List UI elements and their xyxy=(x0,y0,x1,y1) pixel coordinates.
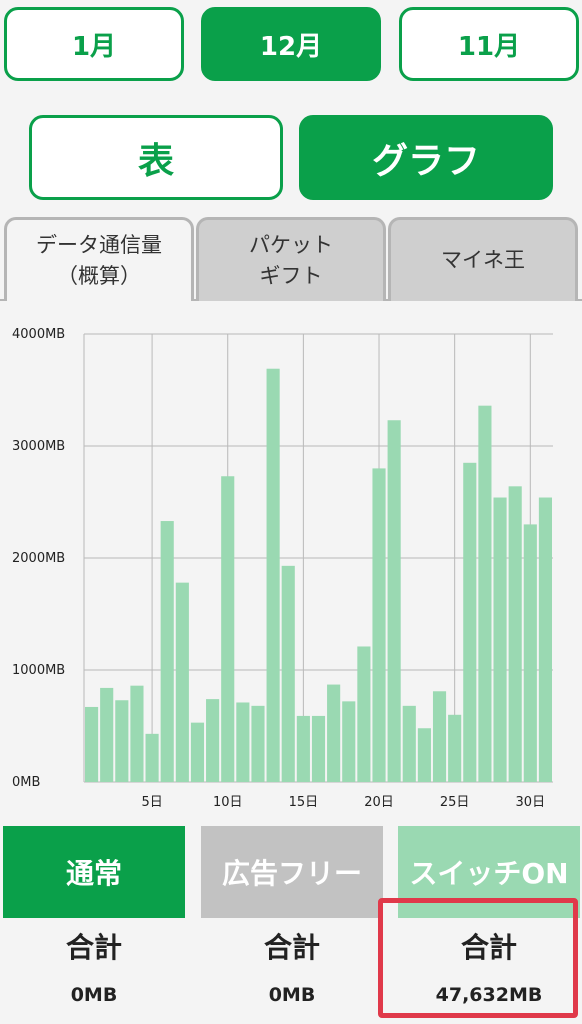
month-button-nov[interactable]: 11月 xyxy=(399,7,579,81)
month-button-jan[interactable]: 1月 xyxy=(4,7,184,81)
bar-day-9 xyxy=(206,699,220,782)
mode-normal-label: 通常 xyxy=(65,857,122,890)
bar-day-11 xyxy=(236,702,250,782)
bar-day-27 xyxy=(478,405,492,782)
x-tick-label: 30日 xyxy=(516,795,546,810)
y-tick-label: 3000MB xyxy=(12,439,65,454)
total-value-switch-on: 47,632MB xyxy=(435,984,543,1006)
x-tick-label: 25日 xyxy=(440,795,470,810)
total-value-ad-free: 0MB xyxy=(268,984,316,1006)
x-tick-label: 20日 xyxy=(364,795,394,810)
tab-data-usage[interactable]: データ通信量 （概算） xyxy=(4,217,194,301)
total-label-ad-free: 合計 xyxy=(263,931,320,964)
bar-day-6 xyxy=(160,521,174,782)
tab-mine-oh-label: マイネ王 xyxy=(441,248,525,273)
total-label-normal: 合計 xyxy=(65,931,122,964)
y-tick-label: 4000MB xyxy=(12,327,65,342)
tab-data-usage-label: データ通信量 （概算） xyxy=(36,233,162,288)
bar-day-17 xyxy=(327,684,341,782)
bar-day-7 xyxy=(175,582,189,782)
bar-day-28 xyxy=(493,497,507,782)
bar-day-26 xyxy=(463,462,477,782)
mode-normal-button[interactable]: 通常 xyxy=(3,826,185,918)
bar-day-29 xyxy=(508,486,522,782)
tab-packet-gift[interactable]: パケット ギフト xyxy=(196,217,386,301)
bar-day-31 xyxy=(538,497,552,782)
bar-day-13 xyxy=(266,368,280,782)
bar-day-12 xyxy=(251,705,265,782)
total-label-switch-on: 合計 xyxy=(460,931,517,964)
mode-switch-on-label: スイッチON xyxy=(409,857,569,890)
y-tick-label: 1000MB xyxy=(12,663,65,678)
bar-day-19 xyxy=(357,646,371,782)
mode-ad-free-button[interactable]: 広告フリー xyxy=(201,826,383,918)
tab-packet-gift-label: パケット ギフト xyxy=(249,233,333,288)
bar-day-8 xyxy=(190,722,205,782)
bar-day-3 xyxy=(115,700,129,782)
bar-day-1 xyxy=(85,706,99,782)
bar-day-15 xyxy=(296,715,310,782)
mode-ad-free-label: 広告フリー xyxy=(221,857,362,890)
bar-day-25 xyxy=(448,714,462,782)
bar-day-23 xyxy=(417,728,431,782)
bar-day-16 xyxy=(311,715,326,782)
bar-day-30 xyxy=(523,524,537,782)
y-tick-label: 0MB xyxy=(12,775,40,790)
bar-day-20 xyxy=(372,468,386,782)
bar-day-5 xyxy=(145,733,159,782)
tab-mine-oh[interactable]: マイネ王 xyxy=(388,217,578,301)
mode-switch-on-button[interactable]: スイッチON xyxy=(398,826,580,918)
total-value-normal: 0MB xyxy=(70,984,118,1006)
bar-day-18 xyxy=(342,701,356,782)
x-tick-label: 15日 xyxy=(289,795,319,810)
x-tick-label: 5日 xyxy=(141,795,162,810)
bar-day-24 xyxy=(432,691,447,782)
bar-day-21 xyxy=(387,420,401,782)
bar-day-4 xyxy=(130,685,144,782)
graph-view-button[interactable]: グラフ xyxy=(299,115,553,200)
bar-day-14 xyxy=(281,565,295,782)
bar-day-2 xyxy=(100,687,114,782)
x-tick-label: 10日 xyxy=(213,795,243,810)
bar-day-22 xyxy=(402,705,416,782)
usage-bar-chart: 0MB 1000MB 2000MB 3000MB 4000MB 5日 10日 15日 20日 25… xyxy=(12,327,553,810)
table-view-button[interactable]: 表 xyxy=(29,115,283,200)
y-tick-label: 2000MB xyxy=(12,551,65,566)
month-button-dec[interactable]: 12月 xyxy=(201,7,381,81)
bar-day-10 xyxy=(221,476,235,782)
